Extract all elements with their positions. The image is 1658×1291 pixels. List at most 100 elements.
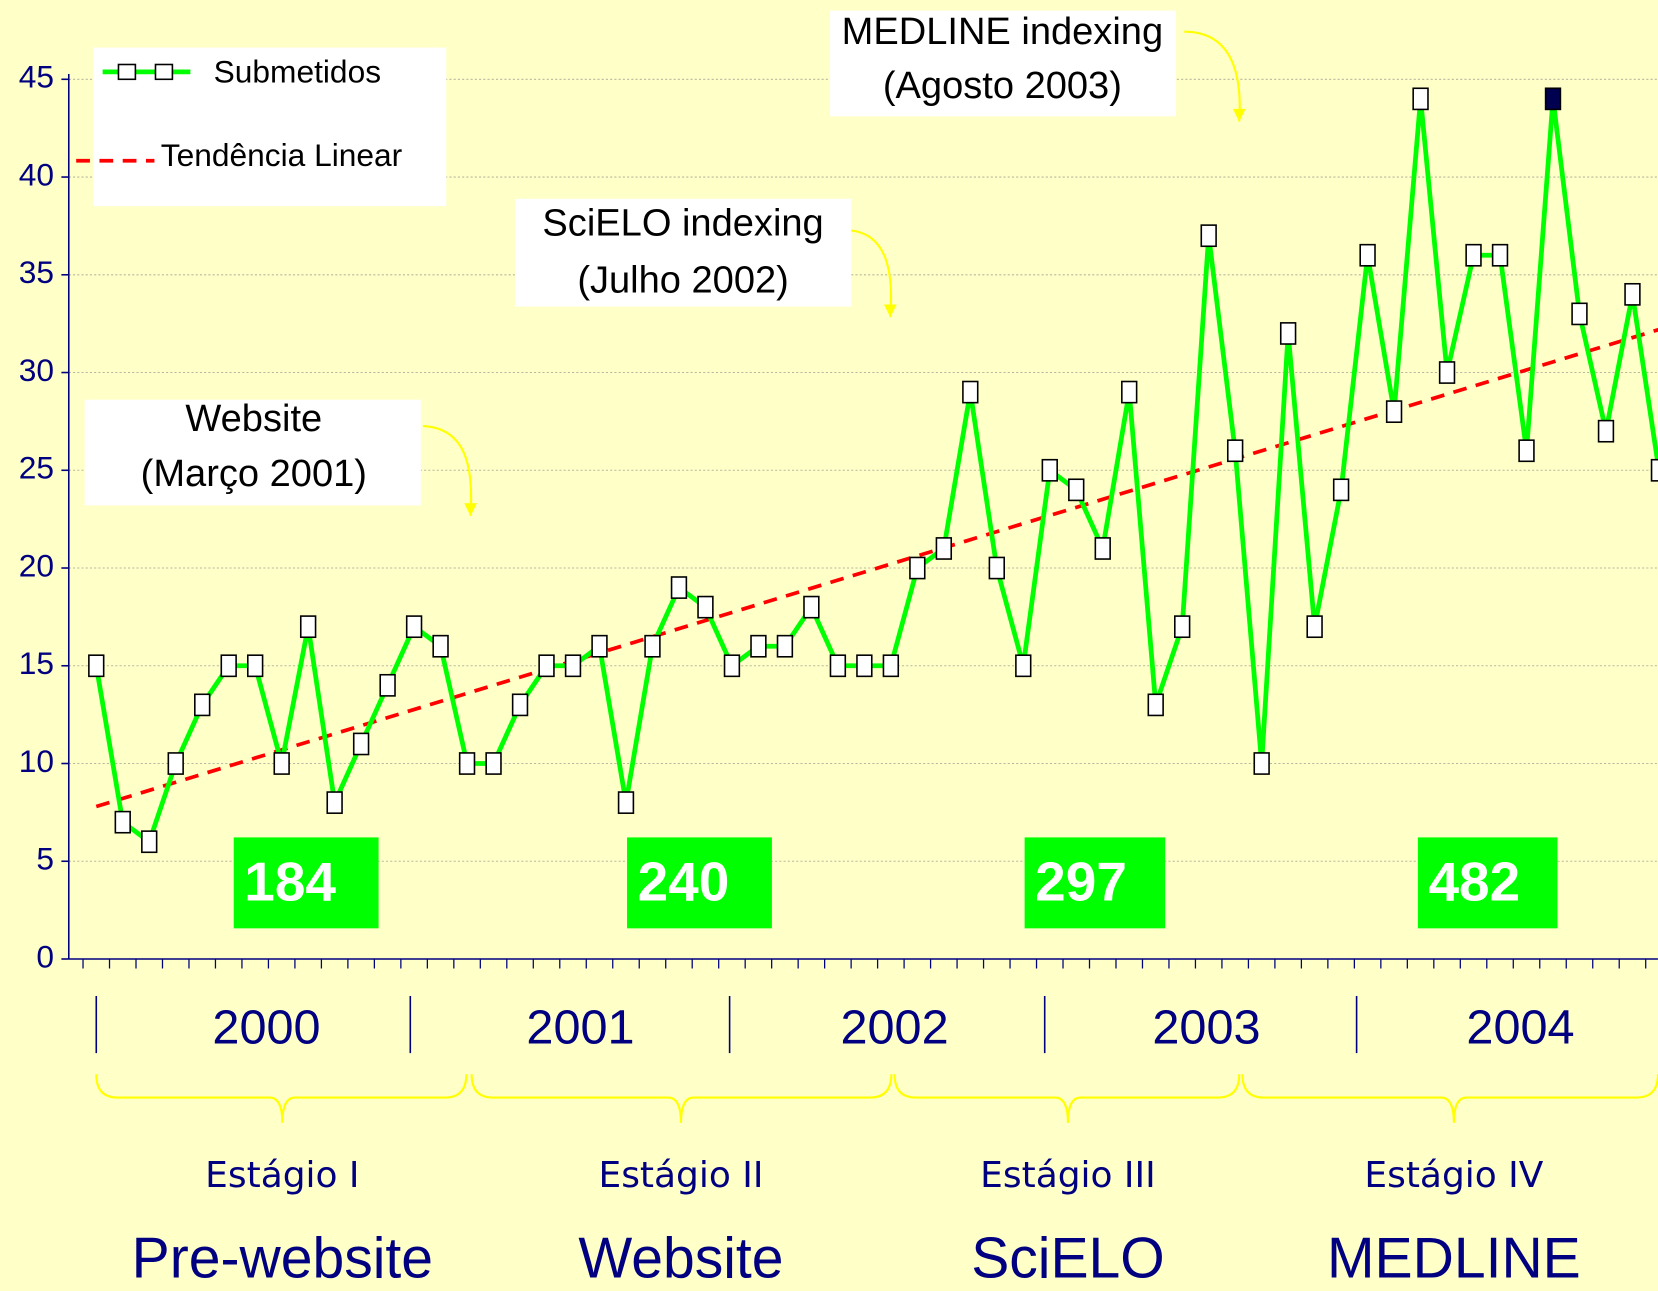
stage-total-box <box>627 837 772 929</box>
point-marker <box>723 654 741 678</box>
y-tick-label: 20 <box>19 547 54 583</box>
point-marker <box>1544 87 1562 111</box>
point-marker <box>485 752 502 775</box>
y-tick-label: 10 <box>19 743 54 779</box>
point-marker <box>670 576 688 599</box>
stage-total: 482 <box>1429 851 1521 913</box>
point-marker <box>1200 224 1217 248</box>
point-marker <box>167 752 184 775</box>
stage-label: Estágio I <box>205 1155 359 1196</box>
point-marker <box>538 654 555 678</box>
point-marker <box>1094 537 1111 560</box>
arrow-head <box>464 503 477 516</box>
point-marker <box>1306 615 1323 639</box>
y-tick-label: 40 <box>19 156 54 192</box>
point-marker <box>1332 478 1350 502</box>
year-label: 2001 <box>526 1001 634 1055</box>
y-tick-label: 30 <box>19 352 54 388</box>
point-marker <box>697 595 714 619</box>
point-marker <box>1015 654 1032 678</box>
point-marker <box>1650 458 1658 482</box>
point-marker <box>511 693 529 717</box>
point-marker <box>591 634 608 658</box>
annotation-box <box>84 399 421 506</box>
arrow-head <box>883 304 897 318</box>
point-marker <box>1253 752 1270 775</box>
legend-label: Submetidos <box>214 53 381 89</box>
point-marker <box>114 810 131 834</box>
year-label: 2000 <box>212 1001 320 1055</box>
point-marker <box>1491 243 1509 267</box>
point-marker <box>1041 458 1058 482</box>
y-tick-label: 5 <box>36 841 54 877</box>
point-marker <box>1174 615 1191 639</box>
legend-label: Tendência Linear <box>161 137 403 173</box>
y-tick-label: 35 <box>19 254 54 290</box>
point-marker <box>273 752 290 775</box>
stage-brace <box>893 1074 1241 1123</box>
annotation-text: SciELO indexing <box>542 202 823 244</box>
annotation-text: (Julho 2002) <box>577 259 789 301</box>
annotation-box <box>830 10 1176 117</box>
point-marker <box>1412 87 1429 111</box>
stage-total: 240 <box>638 851 730 913</box>
year-label: 2004 <box>1466 1001 1574 1055</box>
stage-name: MEDLINE <box>1327 1227 1581 1291</box>
point-marker <box>750 634 767 658</box>
point-marker <box>829 654 847 678</box>
point-marker <box>405 615 423 639</box>
stage-label: Estágio II <box>598 1155 763 1196</box>
point-marker <box>220 654 237 678</box>
y-tick-label: 15 <box>19 645 54 681</box>
point-marker <box>458 752 476 775</box>
point-marker <box>1068 478 1085 502</box>
stage-total: 297 <box>1035 851 1127 913</box>
y-tick-label: 0 <box>36 938 54 974</box>
point-marker <box>1385 400 1403 423</box>
stage-total: 184 <box>244 851 336 913</box>
stage-name: Pre-website <box>132 1227 433 1291</box>
point-marker <box>1571 302 1588 326</box>
legend-marker <box>117 63 137 81</box>
annotation-arrow <box>1184 30 1241 122</box>
stage-brace <box>95 1074 468 1123</box>
point-marker <box>1279 322 1297 345</box>
point-marker <box>194 693 211 717</box>
annotation-text: (Março 2001) <box>141 453 367 495</box>
point-marker <box>856 654 873 678</box>
point-marker <box>909 556 926 580</box>
annotation-text: MEDLINE indexing <box>842 11 1163 53</box>
point-marker <box>962 380 979 404</box>
point-marker <box>564 654 582 678</box>
point-marker <box>1121 380 1138 404</box>
point-marker <box>617 791 635 814</box>
point-marker <box>1438 361 1456 384</box>
point-marker <box>141 830 158 854</box>
point-marker <box>352 732 370 756</box>
stage-name: SciELO <box>971 1227 1165 1291</box>
stage-total-box <box>233 837 379 929</box>
stage-total-box <box>1024 837 1166 929</box>
stage-label: Estágio III <box>980 1155 1156 1196</box>
point-marker <box>1624 282 1641 306</box>
stage-brace <box>470 1074 893 1123</box>
point-marker <box>988 556 1005 580</box>
point-marker <box>803 595 820 619</box>
y-tick-label: 25 <box>19 450 54 486</box>
arrow-head <box>1232 108 1246 122</box>
point-marker <box>882 654 900 678</box>
point-marker <box>1147 693 1164 717</box>
stage-brace <box>1241 1074 1658 1123</box>
point-marker <box>432 634 449 658</box>
point-marker <box>935 537 953 560</box>
point-marker <box>299 615 317 639</box>
y-tick-label: 45 <box>19 59 54 95</box>
annotation-arrow <box>851 229 893 318</box>
annotation-text: Website <box>185 398 322 440</box>
point-marker <box>776 634 794 658</box>
point-marker <box>1518 439 1535 463</box>
point-marker <box>644 634 661 658</box>
annotation-text: (Agosto 2003) <box>883 65 1122 107</box>
point-marker <box>88 654 105 678</box>
